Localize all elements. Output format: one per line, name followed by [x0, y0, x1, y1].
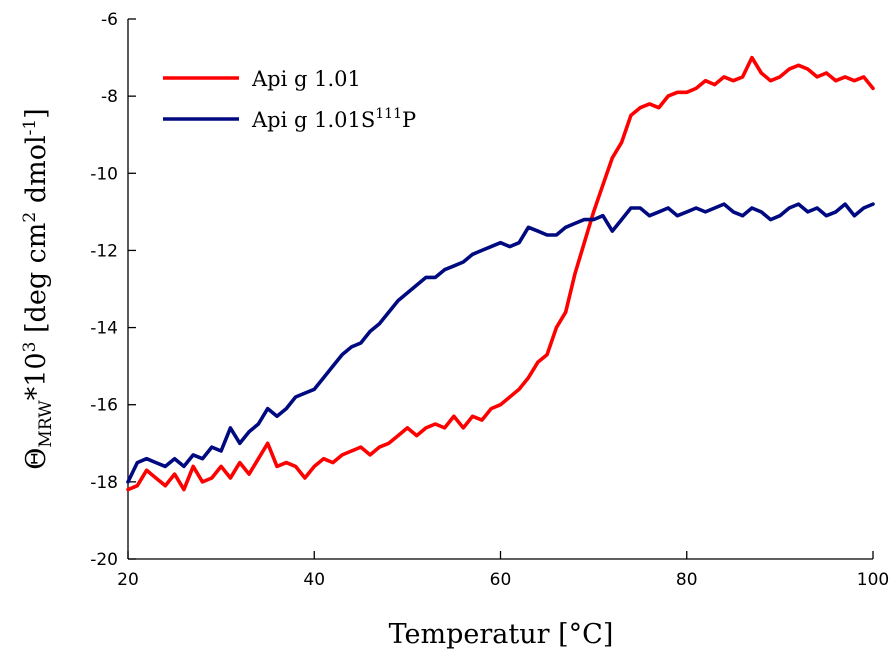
- y-axis-title-sup2: 2: [20, 212, 40, 223]
- x-tick-label: 100: [857, 570, 889, 590]
- x-axis-title: Temperatur [°C]: [389, 619, 614, 650]
- x-tick-label: 80: [676, 570, 698, 590]
- x-tick-label: 40: [303, 570, 325, 590]
- series-line-2: [126, 202, 875, 484]
- legend: Api g 1.01 Api g 1.01S111P: [163, 67, 416, 132]
- y-tick-label: -16: [90, 396, 118, 416]
- legend-label-name: Api g 1.01S: [251, 108, 375, 132]
- legend-label-suffix: P: [402, 108, 416, 132]
- y-tick-label: -12: [90, 241, 118, 261]
- y-axis-title-sup1: 3: [20, 342, 40, 353]
- y-axis-title-prefix: Θ: [21, 448, 52, 470]
- y-tick-label: -20: [90, 550, 118, 570]
- y-tick-label: -14: [90, 319, 118, 339]
- y-tick-label: -10: [90, 164, 118, 184]
- x-tick-label: 20: [117, 570, 139, 590]
- legend-label-name: Api g 1.01: [251, 67, 361, 91]
- y-axis-title: ΘMRW*103 [deg cm2 dmol-1]: [20, 108, 56, 469]
- y-tick-label: -18: [90, 473, 118, 493]
- y-axis-title-sup3: -1: [20, 119, 40, 136]
- y-axis-title-mid3: dmol: [21, 135, 52, 211]
- y-axis-title-mid: *10: [21, 352, 52, 400]
- series-lines: [126, 55, 875, 492]
- y-axis-title-mid2: [deg cm: [21, 223, 52, 342]
- x-tick-label: 60: [490, 570, 512, 590]
- legend-label-superscript: 111: [375, 106, 402, 122]
- y-tick-label: -8: [101, 87, 118, 107]
- series-line-1: [126, 55, 875, 492]
- y-axis-title-suffix: ]: [21, 108, 52, 119]
- legend-label-1: Api g 1.01: [251, 67, 361, 91]
- legend-label-2: Api g 1.01S111P: [251, 106, 416, 132]
- y-axis-title-subscript: MRW: [36, 400, 56, 448]
- y-tick-label: -6: [101, 10, 118, 30]
- axes: 20 40 60 80 100 -20 -18 -16 -14 -12 -10 -8 -6: [90, 10, 889, 590]
